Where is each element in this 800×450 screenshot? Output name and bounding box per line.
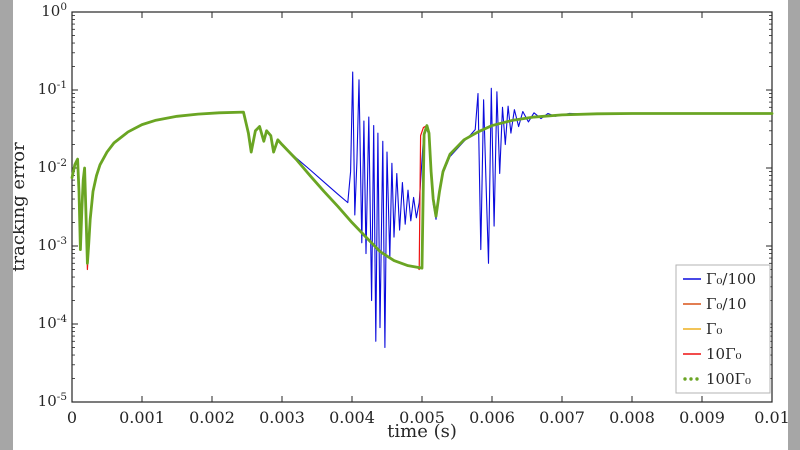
y-tick-label: 10-5 bbox=[38, 391, 67, 410]
y-tick-label: 10-1 bbox=[38, 79, 67, 98]
x-tick-label: 0.004 bbox=[329, 408, 375, 427]
x-axis-label: time (s) bbox=[387, 421, 457, 442]
legend-label: Γ₀/10 bbox=[706, 295, 747, 313]
legend-label: 100Γ₀ bbox=[706, 370, 751, 388]
left-gray-bar bbox=[0, 0, 13, 450]
axes: 0 0.001 0.002 0.003 0.004 0.005 0.006 0.007 0.00… bbox=[8, 1, 790, 442]
x-tick-label: 0.001 bbox=[119, 408, 165, 427]
x-tick-label: 0.009 bbox=[679, 408, 725, 427]
y-tick-label: 10-3 bbox=[38, 235, 67, 254]
y-axis-label: tracking error bbox=[8, 142, 29, 272]
legend: Γ₀/100 Γ₀/10 Γ₀ 10Γ₀ 100Γ₀ bbox=[675, 264, 771, 394]
y-tick-label: 100 bbox=[41, 1, 67, 20]
series-group bbox=[70, 71, 774, 349]
legend-dot-marker bbox=[683, 377, 687, 381]
legend-dot-marker bbox=[695, 377, 699, 381]
legend-label: Γ₀/100 bbox=[706, 270, 756, 288]
y-tick-label: 10-4 bbox=[38, 313, 68, 332]
x-tick-label: 0.003 bbox=[259, 408, 305, 427]
x-tick-label: 0 bbox=[67, 408, 77, 427]
x-tick-label: 0.002 bbox=[189, 408, 235, 427]
x-tick-label: 0.006 bbox=[469, 408, 515, 427]
legend-label: 10Γ₀ bbox=[706, 345, 742, 363]
x-tick-label: 0.01 bbox=[754, 408, 790, 427]
legend-label: Γ₀ bbox=[706, 320, 722, 338]
x-tick-label: 0.007 bbox=[539, 408, 585, 427]
x-tick-label: 0.005 bbox=[399, 408, 445, 427]
y-tick-label: 10-2 bbox=[38, 157, 67, 176]
series-100Γ₀ bbox=[70, 110, 774, 270]
legend-dot-marker bbox=[689, 377, 693, 381]
right-gray-bar bbox=[788, 0, 800, 450]
x-tick-label: 0.008 bbox=[609, 408, 655, 427]
